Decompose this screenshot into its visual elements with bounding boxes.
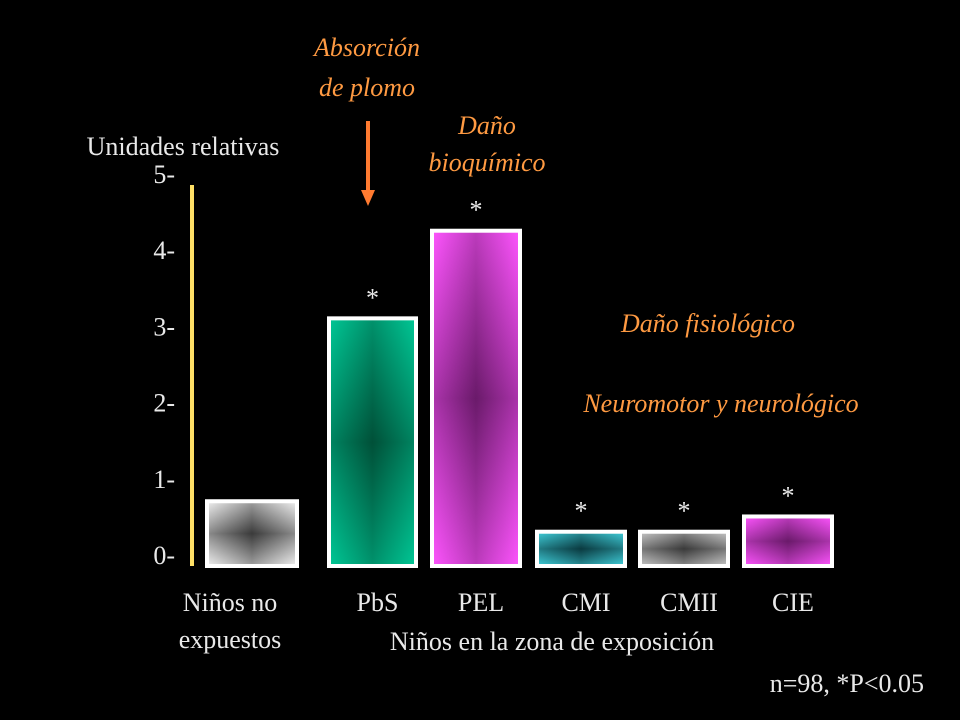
bars	[205, 228, 834, 569]
bar-5	[742, 514, 834, 568]
significance-star-5: *	[782, 481, 795, 510]
y-tick-label-1: 1-	[153, 465, 175, 494]
sample-note: n=98, *P<0.05	[770, 669, 924, 698]
category-label-4: CMII	[660, 588, 718, 617]
y-tick-label-5: 5-	[153, 160, 175, 189]
significance-star-1: *	[366, 283, 379, 312]
annotation-absorcion-line1: Absorción	[312, 33, 420, 62]
category-label-1: PbS	[357, 588, 399, 617]
category-label-3: CMI	[561, 588, 610, 617]
annotation-fisiologico: Daño fisiológico	[620, 309, 795, 338]
y-tick-label-0: 0-	[153, 541, 175, 570]
group-label: Niños en la zona de exposición	[390, 627, 714, 656]
category-label-0-line1: Niños no	[183, 588, 278, 617]
bar-1	[327, 316, 418, 568]
bar-0	[205, 499, 299, 569]
significance-markers: * * * * *	[366, 196, 795, 526]
annotation-bioquimico-line2: bioquímico	[429, 148, 546, 177]
significance-star-3: *	[575, 497, 588, 526]
category-labels: Niños no expuestos PbS PEL CMI CMII CIE	[179, 588, 814, 654]
category-label-2: PEL	[458, 588, 504, 617]
y-tick-labels: 0- 1- 2- 3- 4- 5-	[153, 160, 175, 570]
y-tick-label-3: 3-	[153, 312, 175, 341]
bar-4	[638, 529, 730, 569]
annotation-absorcion-line2: de plomo	[319, 73, 415, 102]
category-label-0-line2: expuestos	[179, 625, 282, 654]
annotation-bioquimico-line1: Daño	[457, 111, 516, 140]
y-axis-title: Unidades relativas	[87, 132, 280, 161]
bar-2	[430, 228, 522, 568]
y-tick-label-4: 4-	[153, 236, 175, 265]
bar-3	[535, 529, 627, 569]
significance-star-4: *	[678, 497, 691, 526]
y-tick-label-2: 2-	[153, 389, 175, 418]
significance-star-2: *	[470, 196, 483, 225]
annotation-neuromotor: Neuromotor y neurológico	[582, 389, 858, 418]
category-label-5: CIE	[772, 588, 814, 617]
arrow-icon	[361, 121, 375, 206]
